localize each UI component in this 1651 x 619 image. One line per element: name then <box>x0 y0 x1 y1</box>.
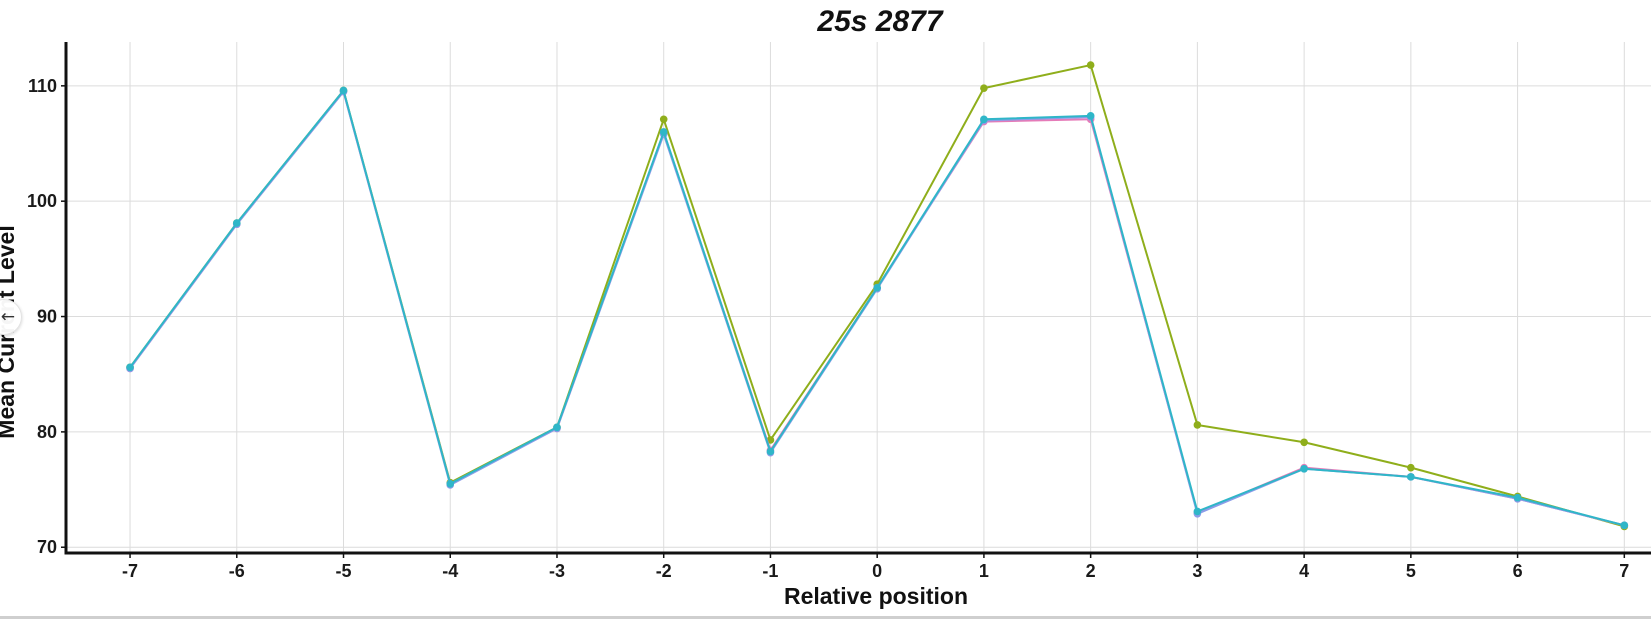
y-tick-label-70: 70 <box>37 537 57 557</box>
y-tick-label-90: 90 <box>37 307 57 327</box>
x-tick-label-6: 6 <box>1513 561 1523 581</box>
x-tick-label-0: 0 <box>872 561 882 581</box>
x-tick-label-5: 5 <box>1406 561 1416 581</box>
series-4 <box>126 86 1629 530</box>
x-tick-label--1: -1 <box>762 561 778 581</box>
x-tick-label-1: 1 <box>979 561 989 581</box>
series-4-point-2 <box>1086 112 1095 120</box>
series-4-point-7 <box>1620 521 1629 530</box>
y-tick-label-110: 110 <box>28 76 57 96</box>
x-tick-label--6: -6 <box>229 561 245 581</box>
x-tick-label--7: -7 <box>122 561 138 581</box>
series-4-point-6 <box>1513 493 1522 502</box>
series-4-point-5 <box>1407 473 1415 481</box>
x-tick-label--4: -4 <box>442 561 458 581</box>
tick-labels: -7 -6 -5 -4 -3 -2 -1 0 1 2 3 4 5 6 7 70 80 90 100 110 <box>27 76 1629 581</box>
series-4-point--4 <box>446 479 455 488</box>
data-series <box>126 61 1629 531</box>
x-tick-label--3: -3 <box>549 561 565 581</box>
x-tick-label--2: -2 <box>656 561 672 581</box>
back-navigation-button[interactable]: ← <box>0 299 22 335</box>
series-4-point--1 <box>766 447 775 456</box>
y-tick-label-100: 100 <box>27 191 57 211</box>
series-4-point-4 <box>1300 464 1308 473</box>
y-tick-label-80: 80 <box>37 422 57 442</box>
x-tick-label-7: 7 <box>1619 561 1629 581</box>
x-tick-label--5: -5 <box>336 561 352 581</box>
axes <box>64 42 1651 555</box>
x-tick-label-4: 4 <box>1299 561 1309 581</box>
bottom-scroll-bar <box>0 616 1651 619</box>
arrow-left-icon: ← <box>0 307 15 327</box>
series-1-point-2 <box>1086 61 1095 69</box>
series-4-point-1 <box>980 115 988 124</box>
series-1-point-3 <box>1193 421 1202 429</box>
series-1-point-4 <box>1300 438 1308 447</box>
x-tick-label-2: 2 <box>1086 561 1096 581</box>
series-4-point-3 <box>1193 507 1202 516</box>
x-axis-title: Relative position <box>784 583 968 609</box>
series-4-point--5 <box>339 86 348 95</box>
series-4-point--2 <box>659 128 668 136</box>
series-1-point-1 <box>980 84 988 92</box>
chart-title: 25s 2877 <box>816 5 943 38</box>
series-1-point--2 <box>659 115 668 124</box>
series-4-point--6 <box>232 219 241 227</box>
series-4-point--3 <box>553 423 561 432</box>
series-1-point-5 <box>1407 463 1415 472</box>
series-4-point--7 <box>126 363 134 372</box>
series-4-point-0 <box>873 283 881 292</box>
x-tick-label-3: 3 <box>1192 561 1202 581</box>
